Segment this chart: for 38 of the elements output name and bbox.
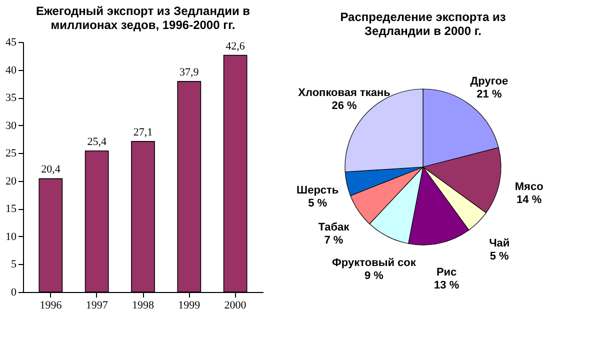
slice-label: Табак: [318, 222, 350, 234]
y-tick-label: 35: [6, 92, 17, 104]
data-label: 26 %: [332, 100, 358, 112]
chart-title: Ежегодный экспорт из Зедландии в миллионах зедов, 1996-2000 гг.: [36, 4, 250, 32]
data-label: 27,1: [133, 126, 153, 138]
slice-label: Другое: [470, 76, 508, 88]
y-tick-label: 45: [6, 36, 17, 48]
x-tick-label: 1998: [132, 300, 154, 312]
slice-label: Рис: [436, 266, 457, 278]
chart-title: Распределение экспорта из Зедландии в 2000 г.: [340, 10, 506, 38]
data-label: 14 %: [516, 194, 542, 206]
slice-label: Хлопковая ткань: [298, 87, 391, 100]
data-label: 7 %: [324, 234, 344, 247]
data-label: 37,9: [180, 66, 200, 78]
x-tick-label: 1999: [178, 300, 201, 312]
data-label: 21 %: [476, 88, 502, 101]
x-tick-label: 1996: [40, 300, 62, 312]
y-tick-label: 30: [6, 120, 17, 132]
y-tick-label: 0: [11, 286, 17, 298]
y-tick-label: 25: [6, 148, 17, 160]
slice-label: Фруктовый сок: [332, 257, 416, 270]
slice-label: Шерсть: [296, 184, 339, 197]
data-label: 42,6: [226, 40, 246, 52]
y-tick-label: 5: [11, 258, 17, 271]
y-tick-label: 10: [6, 230, 17, 243]
y-tick-label: 20: [6, 175, 17, 188]
y-tick-label: 15: [6, 203, 17, 216]
slice-label: Мясо: [514, 181, 544, 194]
data-label: 9 %: [364, 270, 384, 282]
data-label: 25,4: [87, 136, 107, 148]
data-label: 5 %: [308, 198, 328, 210]
x-tick-label: 2000: [224, 300, 247, 312]
data-label: 20,4: [41, 164, 61, 176]
slice-label: Чай: [489, 237, 510, 250]
x-tick-label: 1997: [86, 300, 108, 312]
data-label: 5 %: [490, 250, 510, 262]
data-label: 13 %: [434, 279, 460, 292]
y-tick-label: 40: [6, 64, 17, 76]
